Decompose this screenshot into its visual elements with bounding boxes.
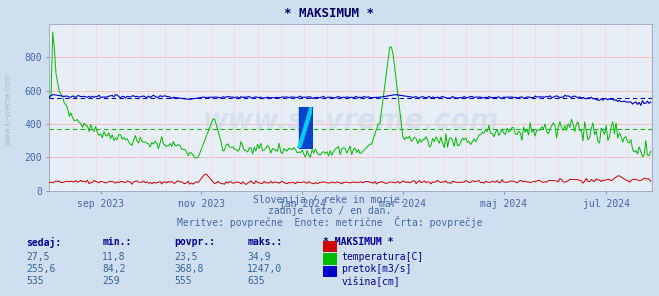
Text: Slovenija / reke in morje.: Slovenija / reke in morje. [253, 195, 406, 205]
Text: 259: 259 [102, 276, 120, 287]
Text: www.si-vreme.com: www.si-vreme.com [3, 74, 13, 145]
Text: www.si-vreme.com: www.si-vreme.com [203, 107, 499, 135]
Text: * MAKSIMUM *: * MAKSIMUM * [323, 237, 393, 247]
Text: 84,2: 84,2 [102, 264, 126, 274]
Text: 27,5: 27,5 [26, 252, 50, 262]
Text: sedaj:: sedaj: [26, 237, 61, 248]
Text: povpr.:: povpr.: [175, 237, 215, 247]
Text: maks.:: maks.: [247, 237, 282, 247]
Text: temperatura[C]: temperatura[C] [341, 252, 424, 262]
Text: 255,6: 255,6 [26, 264, 56, 274]
Text: pretok[m3/s]: pretok[m3/s] [341, 264, 412, 274]
Text: 34,9: 34,9 [247, 252, 271, 262]
Text: 635: 635 [247, 276, 265, 287]
Text: min.:: min.: [102, 237, 132, 247]
Text: 535: 535 [26, 276, 44, 287]
Text: 1247,0: 1247,0 [247, 264, 282, 274]
Text: 555: 555 [175, 276, 192, 287]
Text: 368,8: 368,8 [175, 264, 204, 274]
Text: 11,8: 11,8 [102, 252, 126, 262]
Text: * MAKSIMUM *: * MAKSIMUM * [285, 7, 374, 20]
Text: Meritve: povprečne  Enote: metrične  Črta: povprečje: Meritve: povprečne Enote: metrične Črta:… [177, 216, 482, 228]
Text: zadnje leto / en dan.: zadnje leto / en dan. [268, 206, 391, 216]
Text: višina[cm]: višina[cm] [341, 276, 400, 287]
Text: 23,5: 23,5 [175, 252, 198, 262]
